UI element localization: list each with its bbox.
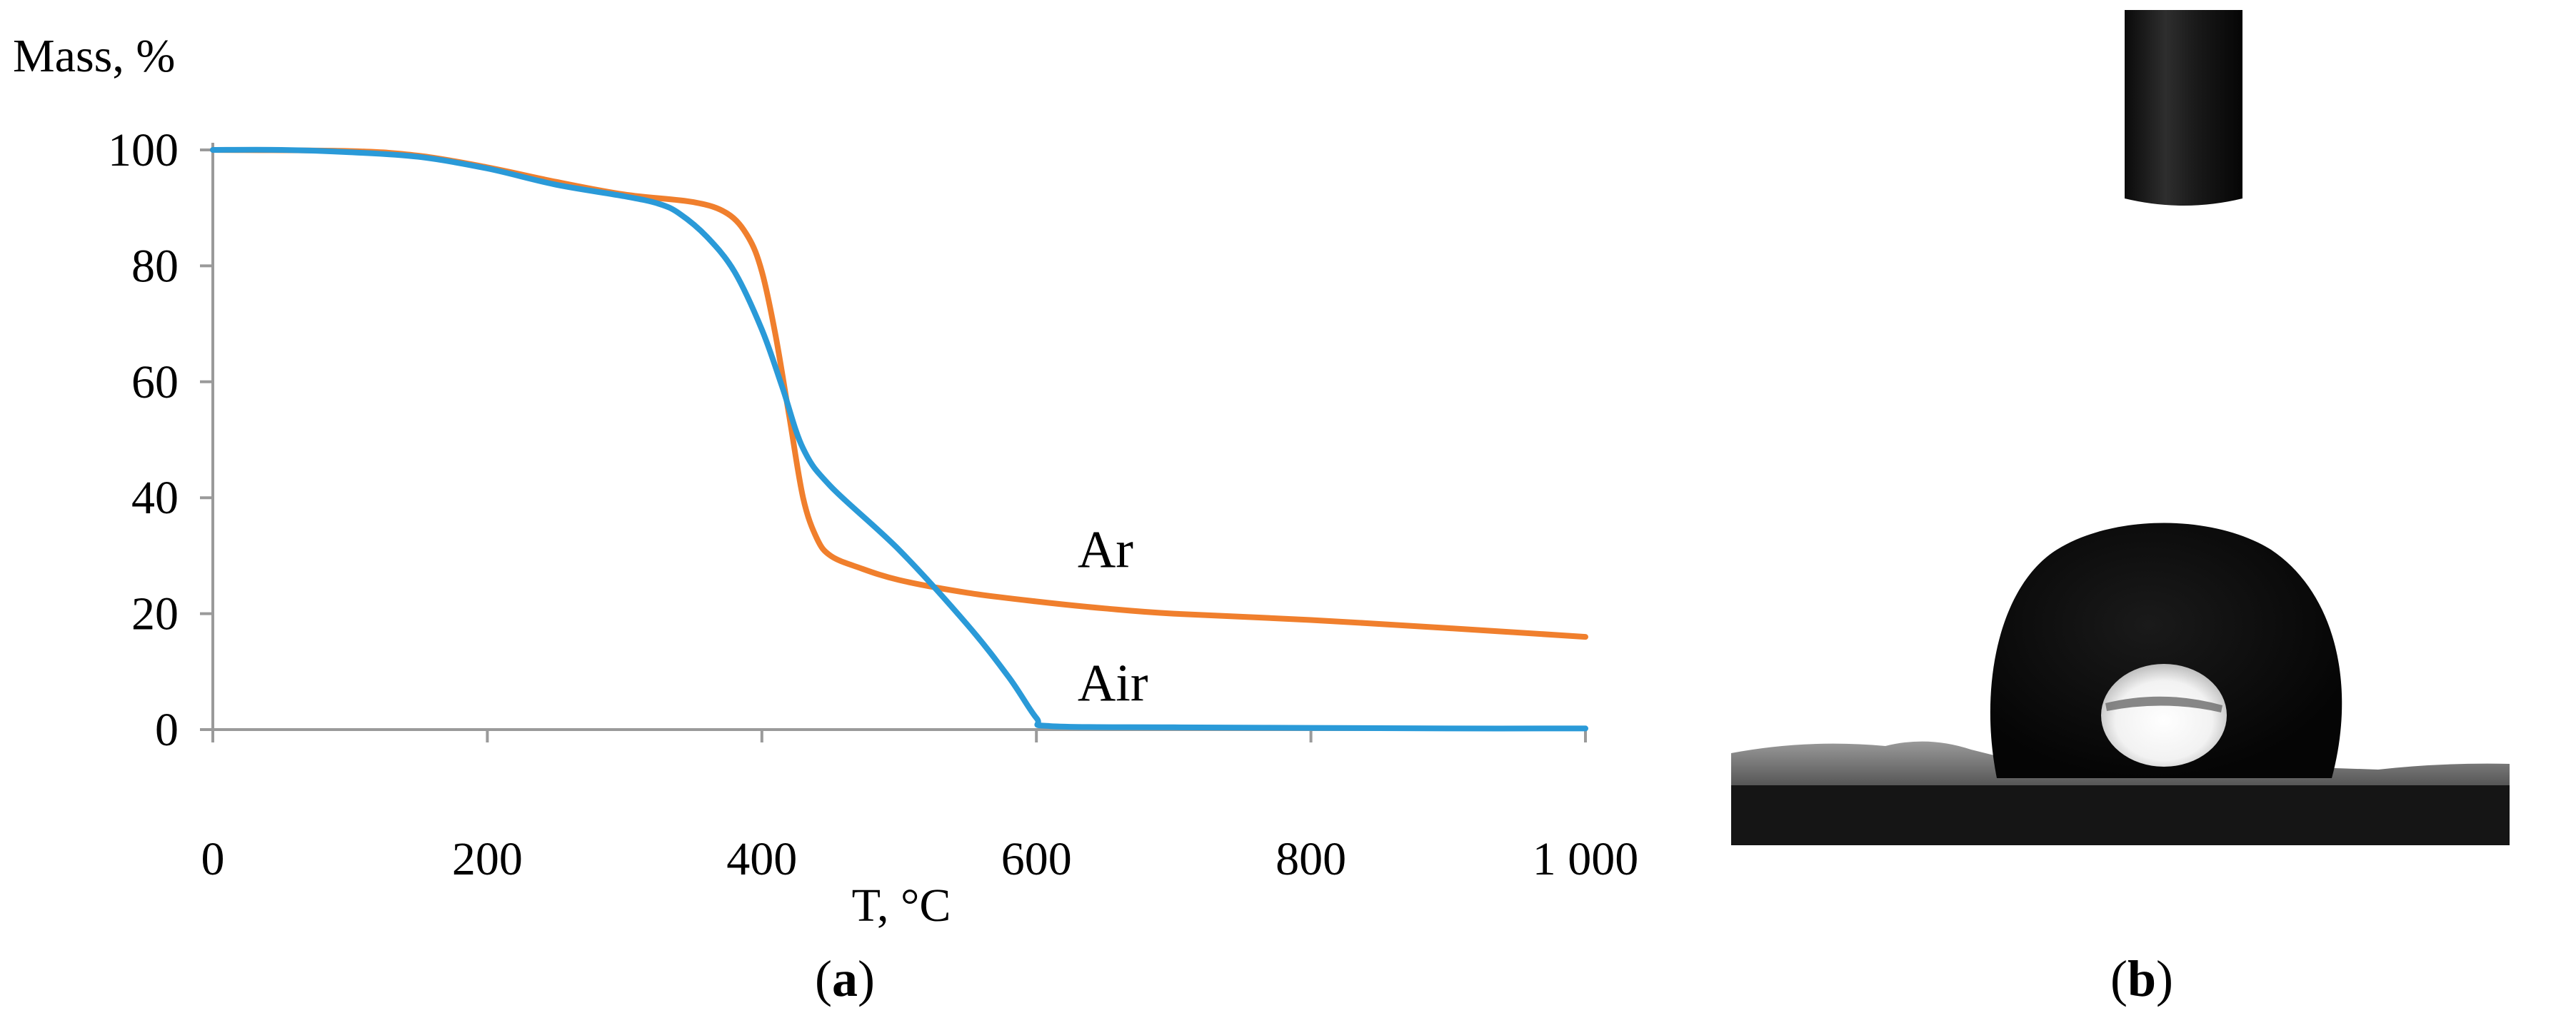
series-line-air [210, 146, 1588, 732]
y-tick-label: 40 [131, 472, 179, 524]
x-tick-label: 200 [452, 833, 523, 885]
x-tick-label: 0 [201, 833, 225, 885]
x-ticks: 0 200 400 600 800 1 000 [201, 730, 1639, 885]
panel-label-b: (b) [2110, 950, 2173, 1007]
water-droplet [1990, 523, 2342, 778]
y-tick-label: 20 [131, 588, 179, 640]
x-tick-label: 400 [726, 833, 797, 885]
x-tick-label: 1 000 [1533, 833, 1639, 885]
glint-band [2105, 696, 2222, 712]
x-tick-label: 800 [1276, 833, 1346, 885]
x-axis-title: T, °C [852, 880, 951, 932]
droplet-photo [1731, 10, 2510, 845]
y-tick-label: 80 [131, 240, 179, 292]
droplet-glint [2101, 664, 2227, 767]
y-axis-title: Mass, % [13, 30, 175, 82]
y-tick-label: 100 [108, 124, 179, 176]
y-tick-label: 60 [131, 356, 179, 408]
y-ticks: 0 20 40 60 80 100 [108, 124, 213, 756]
series-label-ar: Ar [1078, 521, 1133, 580]
y-tick-label: 0 [155, 704, 179, 756]
series-line-ar [210, 147, 1588, 640]
panel-letter-a: a [832, 950, 858, 1007]
series-label-air: Air [1078, 654, 1148, 712]
panel-letter-b: b [2128, 950, 2156, 1007]
chart-axes [211, 143, 1585, 731]
substrate-base [1731, 785, 2510, 845]
dispensing-needle [2125, 10, 2242, 206]
panel-label-a: (a) [815, 950, 875, 1007]
x-tick-label: 600 [1001, 833, 1072, 885]
chart-series: Ar Air [210, 146, 1588, 732]
